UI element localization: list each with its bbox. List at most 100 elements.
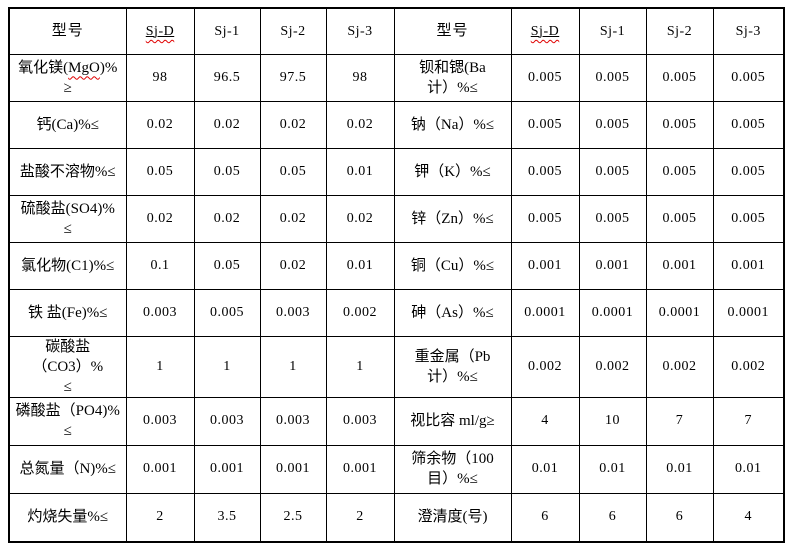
row-label: 氧化镁(MgO)% ≥: [8, 53, 127, 102]
value-cell: 0.002: [712, 335, 785, 398]
label-text: 钙(Ca)%≤: [36, 116, 99, 133]
label-text: 钠（Na）%≤: [410, 116, 495, 133]
label-text: 视比容 ml/g≥: [410, 413, 495, 429]
col-header-model: Sj-1: [193, 7, 261, 55]
label-text: 重金属（Pb 计）%≤: [414, 348, 491, 385]
row-label: 磷酸盐（PO4)% ≤: [8, 396, 127, 446]
value-cell: 1: [259, 335, 327, 398]
value-cell: 0.1: [125, 241, 195, 290]
value-cell: 0.005: [712, 194, 785, 243]
row-label: 砷（As）%≤: [393, 288, 512, 337]
value-cell: 3.5: [193, 492, 261, 543]
label-text: 锌（Zn）%≤: [411, 210, 494, 227]
label-text: 磷酸盐（PO4)% ≤: [15, 403, 120, 439]
header-row: 型号 Sj-D Sj-1 Sj-2 Sj-3 型号 Sj-D Sj-1 Sj-2 Sj-3: [8, 7, 785, 55]
value-cell: 0.005: [193, 288, 261, 337]
row-label: 钾（K）%≤: [393, 147, 512, 196]
table-row: 总氮量（N)%≤ 0.001 0.001 0.001 0.001 筛余物（100 目）%≤…: [8, 444, 785, 494]
value-cell: 0.01: [325, 241, 395, 290]
col-header-model: Sj-1: [578, 7, 647, 55]
value-cell: 0.01: [510, 444, 580, 494]
row-label: 钠（Na）%≤: [393, 100, 512, 149]
value-cell: 0.05: [125, 147, 195, 196]
table-row: 钙(Ca)%≤ 0.02 0.02 0.02 0.02 钠（Na）%≤ 0.005 0.005…: [8, 100, 785, 149]
value-cell: 0.02: [259, 100, 327, 149]
value-cell: 0.001: [125, 444, 195, 494]
value-cell: 0.005: [578, 100, 647, 149]
value-cell: 0.02: [125, 194, 195, 243]
value-cell: 0.001: [193, 444, 261, 494]
value-cell: 0.0001: [712, 288, 785, 337]
value-cell: 0.005: [578, 147, 647, 196]
label-text: 钡和锶(Ba 计）%≤: [419, 59, 486, 96]
value-cell: 0.003: [259, 288, 327, 337]
value-cell: 0.005: [510, 147, 580, 196]
table-row: 氧化镁(MgO)% ≥98 96.5 97.5 98 钡和锶(Ba 计）%≤ 0.005 0…: [8, 53, 785, 102]
table-row: 灼烧失量%≤ 2 3.5 2.5 2 澄清度(号) 6 6 6 4: [8, 492, 785, 543]
label-text: 筛余物（100 目）%≤: [411, 451, 494, 487]
row-label: 铜（Cu）%≤: [393, 241, 512, 290]
value-cell: 0.005: [510, 53, 580, 102]
row-label: 硫酸盐(SO4)% ≤: [8, 194, 127, 243]
label-text: 碳酸盐（CO3）% ≤: [32, 338, 104, 395]
value-cell: 0.001: [578, 241, 647, 290]
value-cell: 0.005: [510, 194, 580, 243]
value-cell: 0.001: [645, 241, 714, 290]
row-label: 视比容 ml/g≥: [393, 396, 512, 446]
value-cell: 0.005: [578, 53, 647, 102]
value-cell: 0.05: [259, 147, 327, 196]
model-label: Sj-1: [214, 23, 240, 39]
label-text: 砷（As）%≤: [411, 304, 494, 321]
value-cell: 0.01: [325, 147, 395, 196]
value-cell: 96.5: [193, 53, 261, 102]
value-cell: 0.003: [125, 288, 195, 337]
value-cell: 0.002: [578, 335, 647, 398]
row-label: 总氮量（N)%≤: [8, 444, 127, 494]
value-cell: 2: [125, 492, 195, 543]
value-cell: 4: [712, 492, 785, 543]
row-label: 筛余物（100 目）%≤: [393, 444, 512, 494]
label-text: 铁 盐(Fe)%≤: [28, 304, 108, 321]
value-cell: 6: [645, 492, 714, 543]
value-cell: 0.003: [125, 396, 195, 446]
value-cell: 7: [645, 396, 714, 446]
label-text: )% ≥: [63, 59, 118, 96]
value-cell: 0.005: [712, 147, 785, 196]
row-label: 灼烧失量%≤: [8, 492, 127, 543]
col-header-model: Sj-2: [645, 7, 714, 55]
value-cell: 0.02: [325, 100, 395, 149]
col-header-model: Sj-2: [259, 7, 327, 55]
col-header-model: Sj-3: [712, 7, 785, 55]
spec-table-body: 型号 Sj-D Sj-1 Sj-2 Sj-3 型号 Sj-D Sj-1 Sj-2 Sj-3 氧化镁(…: [8, 7, 785, 543]
label-text: 灼烧失量%≤: [27, 509, 109, 526]
row-label: 氯化物(C1)%≤: [8, 241, 127, 290]
value-cell: 0.05: [193, 241, 261, 290]
value-cell: 0.01: [645, 444, 714, 494]
value-cell: 0.0001: [645, 288, 714, 337]
value-cell: 2: [325, 492, 395, 543]
value-cell: 97.5: [259, 53, 327, 102]
col-header-model: Sj-3: [325, 7, 395, 55]
model-label: Sj-1: [599, 23, 626, 39]
value-cell: 0.005: [645, 53, 714, 102]
spec-table: 型号 Sj-D Sj-1 Sj-2 Sj-3 型号 Sj-D Sj-1 Sj-2 Sj-3 氧化镁(…: [8, 7, 785, 543]
value-cell: 0.001: [712, 241, 785, 290]
table-row: 盐酸不溶物%≤ 0.05 0.05 0.05 0.01 钾（K）%≤ 0.005 0.005 0…: [8, 147, 785, 196]
value-cell: 4: [510, 396, 580, 446]
value-cell: 0.005: [712, 100, 785, 149]
row-label: 澄清度(号): [393, 492, 512, 543]
underlined-text: Sj-D: [146, 23, 174, 39]
row-label: 重金属（Pb 计）%≤: [393, 335, 512, 398]
value-cell: 10: [578, 396, 647, 446]
value-cell: 0.02: [125, 100, 195, 149]
row-label: 碳酸盐（CO3）% ≤: [8, 335, 127, 398]
underlined-text: Sj-D: [531, 23, 559, 39]
table-row: 氯化物(C1)%≤ 0.1 0.05 0.02 0.01 铜（Cu）%≤ 0.001 0.00…: [8, 241, 785, 290]
col-header-model: Sj-D: [510, 7, 580, 55]
row-group-title: 型号: [8, 7, 127, 55]
row-label: 钡和锶(Ba 计）%≤: [393, 53, 512, 102]
label-text: 铜（Cu）%≤: [410, 257, 495, 274]
value-cell: 0.05: [193, 147, 261, 196]
label-text: 硫酸盐(SO4)% ≤: [20, 200, 115, 237]
value-cell: 0.02: [193, 194, 261, 243]
